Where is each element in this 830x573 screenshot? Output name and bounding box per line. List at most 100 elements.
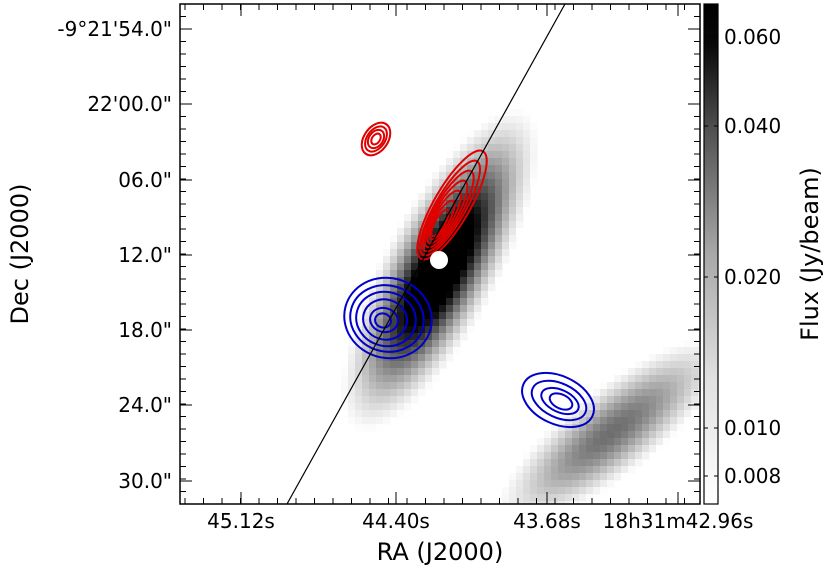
emission-pixel	[502, 179, 510, 187]
emission-pixel	[509, 207, 517, 215]
emission-pixel	[530, 466, 538, 474]
emission-pixel	[467, 214, 475, 222]
emission-pixel	[474, 277, 482, 285]
emission-pixel	[467, 256, 475, 264]
emission-pixel	[551, 473, 559, 481]
emission-pixel	[418, 375, 426, 383]
emission-pixel	[355, 403, 363, 411]
emission-pixel	[593, 459, 601, 467]
emission-pixel	[614, 424, 622, 432]
emission-pixel	[355, 319, 363, 327]
emission-pixel	[453, 249, 461, 257]
emission-pixel	[663, 431, 671, 439]
emission-pixel	[544, 501, 552, 504]
emission-pixel	[509, 494, 517, 502]
emission-pixel	[502, 501, 510, 504]
emission-pixel	[390, 242, 398, 250]
emission-pixel	[509, 501, 517, 504]
emission-pixel	[516, 200, 524, 208]
emission-pixel	[572, 473, 580, 481]
emission-pixel	[404, 270, 412, 278]
emission-pixel	[453, 242, 461, 250]
emission-pixel	[411, 256, 419, 264]
emission-pixel	[460, 179, 468, 187]
emission-pixel	[474, 137, 482, 145]
emission-pixel	[488, 151, 496, 159]
emission-pixel	[383, 326, 391, 334]
emission-pixel	[677, 382, 685, 390]
emission-pixel	[509, 137, 517, 145]
emission-pixel	[474, 298, 482, 306]
x-tick-label: 43.68s	[513, 509, 581, 533]
red-contour	[426, 189, 462, 245]
emission-pixel	[614, 438, 622, 446]
emission-pixel	[502, 137, 510, 145]
emission-pixel	[362, 319, 370, 327]
emission-pixel	[502, 487, 510, 495]
emission-pixel	[523, 473, 531, 481]
emission-pixel	[390, 375, 398, 383]
emission-pixel	[558, 438, 566, 446]
emission-pixel	[404, 361, 412, 369]
emission-pixel	[439, 214, 447, 222]
emission-pixel	[341, 389, 349, 397]
emission-pixel	[586, 410, 594, 418]
emission-pixel	[572, 410, 580, 418]
emission-pixel	[460, 151, 468, 159]
emission-pixel	[537, 494, 545, 502]
emission-pixel	[670, 368, 678, 376]
emission-pixel	[551, 445, 559, 453]
emission-pixel	[383, 403, 391, 411]
emission-pixel	[670, 354, 678, 362]
emission-pixel	[698, 347, 700, 355]
emission-pixel	[432, 326, 440, 334]
colorbar-tick-label: 0.040	[724, 114, 781, 138]
emission-pixel	[439, 305, 447, 313]
emission-pixel	[572, 466, 580, 474]
emission-pixel	[355, 312, 363, 320]
emission-pixel	[446, 165, 454, 173]
emission-pixel	[404, 368, 412, 376]
emission-pixel	[383, 319, 391, 327]
emission-pixel	[369, 277, 377, 285]
emission-pixel	[425, 270, 433, 278]
emission-pixel	[495, 116, 503, 124]
emission-pixel	[376, 284, 384, 292]
emission-pixel	[523, 144, 531, 152]
emission-pixel	[425, 242, 433, 250]
emission-pixel	[551, 487, 559, 495]
emission-pixel	[488, 116, 496, 124]
emission-pixel	[474, 235, 482, 243]
emission-pixel	[509, 158, 517, 166]
emission-pixel	[411, 361, 419, 369]
emission-pixel	[404, 396, 412, 404]
emission-pixel	[600, 417, 608, 425]
emission-pixel	[558, 424, 566, 432]
emission-pixel	[495, 151, 503, 159]
emission-pixel	[411, 368, 419, 376]
colorbar-tick-label: 0.060	[724, 25, 781, 49]
emission-pixel	[369, 417, 377, 425]
emission-pixel	[390, 249, 398, 257]
emission-pixel	[418, 347, 426, 355]
emission-pixel	[397, 375, 405, 383]
emission-pixel	[390, 382, 398, 390]
emission-pixel	[439, 340, 447, 348]
emission-pixel	[509, 242, 517, 250]
emission-pixel	[376, 417, 384, 425]
emission-pixel	[516, 473, 524, 481]
emission-pixel	[565, 501, 573, 504]
emission-pixel	[404, 375, 412, 383]
emission-pixel	[516, 487, 524, 495]
emission-pixel	[467, 228, 475, 236]
emission-pixel	[348, 347, 356, 355]
emission-pixel	[558, 459, 566, 467]
emission-pixel	[509, 221, 517, 229]
emission-pixel	[390, 235, 398, 243]
emission-pixel	[649, 354, 657, 362]
emission-pixel	[502, 480, 510, 488]
emission-pixel	[425, 326, 433, 334]
emission-pixel	[446, 158, 454, 166]
emission-pixel	[509, 480, 517, 488]
emission-pixel	[488, 193, 496, 201]
